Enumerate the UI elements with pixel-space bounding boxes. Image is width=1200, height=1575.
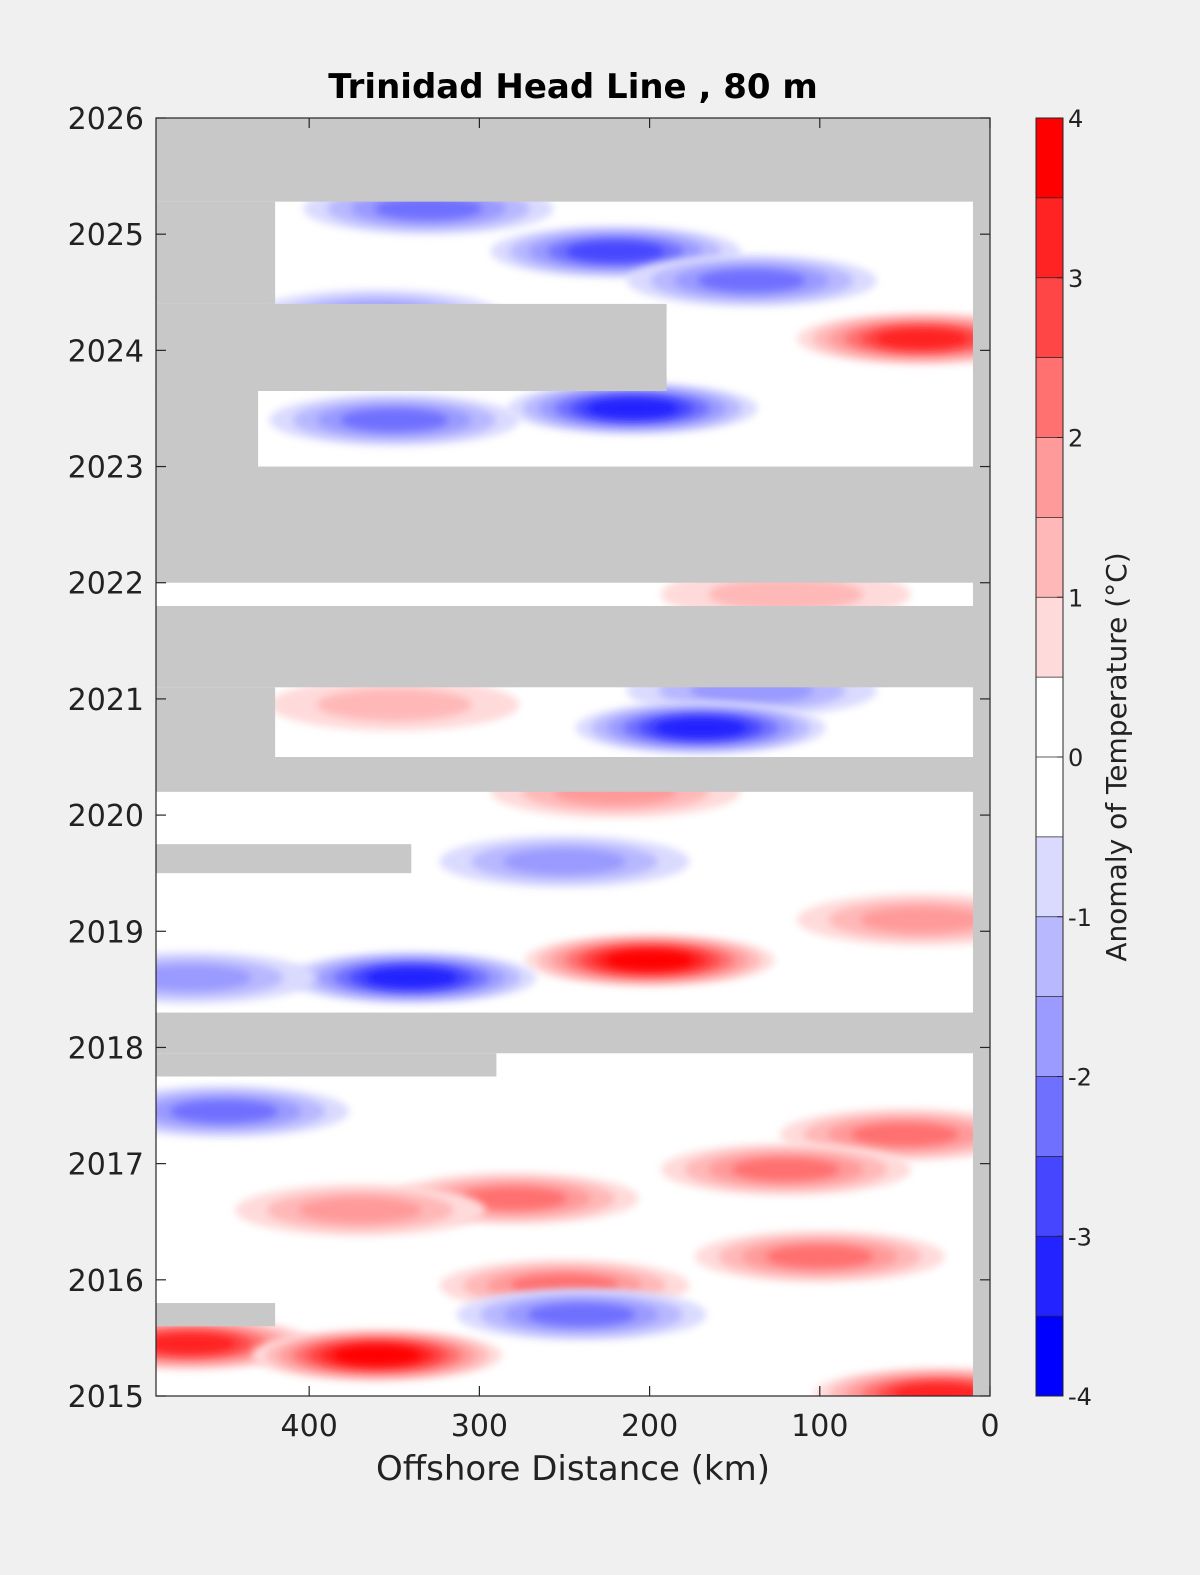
anomaly-feature <box>524 934 775 987</box>
colorbar-bin <box>1036 197 1063 278</box>
no-data-region <box>156 391 259 467</box>
y-tick-label: 2015 <box>68 1380 144 1415</box>
colorbar-tick-label: -1 <box>1068 904 1092 932</box>
x-axis: 400 300 200 100 0 <box>281 118 1000 1444</box>
y-tick-label: 2016 <box>68 1264 144 1299</box>
colorbar-bin <box>1036 277 1063 358</box>
anomaly-feature <box>252 1329 503 1382</box>
colorbar-tick-label: 0 <box>1068 744 1083 772</box>
colorbar-bin <box>1036 118 1063 198</box>
plot-area: 400 300 200 100 0 20152016201720182019202020… <box>68 102 1000 1444</box>
chart-title: Trinidad Head Line , 80 m <box>328 67 818 107</box>
anomaly-feature <box>694 1230 945 1283</box>
no-data-masks <box>156 118 990 1396</box>
colorbar-label: Anomaly of Temperature (°C) <box>1100 552 1133 961</box>
y-tick-label: 2022 <box>68 567 144 602</box>
colorbar-tick-label: 4 <box>1068 105 1083 133</box>
anomaly-feature <box>813 1367 990 1396</box>
anomaly-feature <box>507 382 758 435</box>
no-data-region <box>156 1303 276 1327</box>
anomaly-feature <box>796 893 990 946</box>
y-tick-label: 2026 <box>68 102 144 137</box>
anomaly-feature <box>456 1288 707 1341</box>
colorbar-tick-label: -3 <box>1068 1223 1092 1251</box>
colorbar-tick-label: 2 <box>1068 425 1083 453</box>
no-data-region <box>156 201 276 304</box>
y-tick-label: 2019 <box>68 915 144 950</box>
y-tick-label: 2023 <box>68 451 144 486</box>
anomaly-feature <box>439 835 690 888</box>
no-data-region <box>156 1053 497 1077</box>
colorbar-bin <box>1036 1316 1063 1396</box>
anomaly-feature <box>156 951 316 1004</box>
no-data-region <box>156 757 990 792</box>
no-data-region <box>156 687 276 757</box>
y-tick-label: 2021 <box>68 683 144 718</box>
no-data-region <box>156 303 667 392</box>
colorbar-bin <box>1036 1156 1063 1237</box>
x-tick-label: 200 <box>621 1409 678 1444</box>
colorbar-tick-label: -2 <box>1068 1064 1092 1092</box>
y-tick-label: 2020 <box>68 799 144 834</box>
no-data-region <box>156 1012 990 1054</box>
no-data-region <box>972 118 990 1396</box>
anomaly-feature <box>235 1184 486 1237</box>
anomaly-feature <box>660 1143 911 1196</box>
anomaly-feature <box>269 678 520 731</box>
x-axis-label: Offshore Distance (km) <box>376 1449 770 1489</box>
anomaly-feature <box>269 394 520 447</box>
colorbar-bin <box>1036 916 1063 997</box>
no-data-region <box>156 844 412 874</box>
colorbar-bin <box>1036 836 1063 917</box>
colorbar-bin <box>1036 757 1063 837</box>
x-tick-label: 0 <box>980 1409 999 1444</box>
y-tick-label: 2018 <box>68 1031 144 1066</box>
colorbar-bin <box>1036 437 1063 518</box>
anomaly-feature <box>156 1085 350 1138</box>
colorbar-bin <box>1036 996 1063 1077</box>
no-data-region <box>156 605 990 688</box>
colorbar-bin <box>1036 1076 1063 1157</box>
colorbar-tick-label: -4 <box>1068 1383 1092 1411</box>
x-tick-label: 300 <box>451 1409 508 1444</box>
x-tick-label: 100 <box>791 1409 848 1444</box>
colorbar-tick-label: 1 <box>1068 584 1083 612</box>
anomaly-feature <box>626 254 877 307</box>
colorbar-bin <box>1036 597 1063 678</box>
plot-frame <box>155 117 991 1397</box>
y-tick-label: 2017 <box>68 1148 144 1183</box>
colorbar-bin <box>1036 517 1063 598</box>
colorbar: 4 3 2 1 0 -1 -2 -3 -4 Anomaly of Temperature (°C… <box>1035 105 1133 1411</box>
y-axis: 2015 2016 2017 2018 2019 2020 2021 2022 2023 2024… <box>68 102 990 1415</box>
colorbar-bin <box>1036 357 1063 438</box>
anomaly-feature <box>796 312 990 365</box>
colorbar-tick-label: 3 <box>1068 265 1083 293</box>
x-tick-label: 400 <box>281 1409 338 1444</box>
anomaly-feature <box>286 951 537 1004</box>
no-data-region <box>156 118 990 202</box>
anomaly-feature <box>575 701 826 754</box>
y-tick-label: 2025 <box>68 218 144 253</box>
no-data-region <box>156 466 990 583</box>
colorbar-bin <box>1036 1236 1063 1317</box>
y-tick-label: 2024 <box>68 334 144 369</box>
colorbar-bin <box>1036 677 1063 757</box>
